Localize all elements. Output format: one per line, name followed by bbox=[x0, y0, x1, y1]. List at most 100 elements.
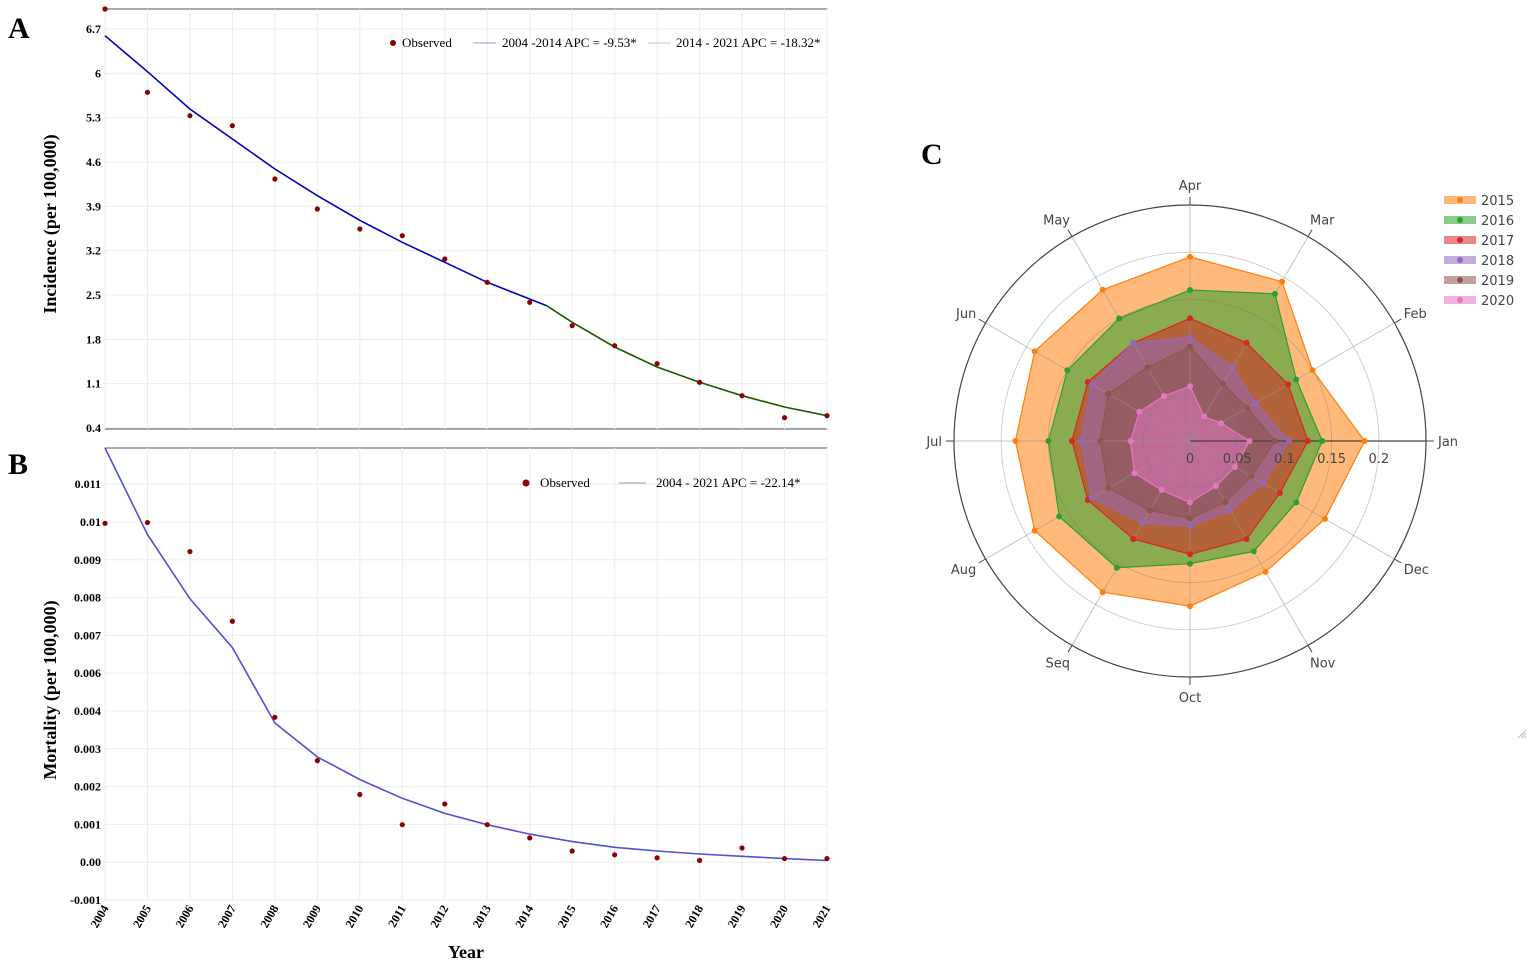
y-tick-label: 3.9 bbox=[86, 199, 101, 213]
observed-point bbox=[442, 256, 448, 262]
radar-point-2017 bbox=[1305, 438, 1311, 444]
radar-point-2018 bbox=[1139, 519, 1146, 526]
panel-label-b: B bbox=[8, 448, 28, 481]
radar-point-2015 bbox=[1279, 278, 1286, 285]
legend-label-2016[interactable]: 2016 bbox=[1481, 214, 1514, 229]
radial-tick-label: 0.15 bbox=[1317, 452, 1346, 467]
radar-point-2015 bbox=[1187, 253, 1193, 260]
plot-frame bbox=[104, 8, 828, 430]
radar-point-2019 bbox=[1248, 473, 1255, 480]
radar-point-2015 bbox=[1321, 515, 1328, 522]
radar-tick bbox=[1307, 229, 1313, 237]
observed-point bbox=[102, 520, 108, 526]
angular-label-feb: Feb bbox=[1404, 307, 1427, 322]
angular-label-seq: Seq bbox=[1045, 657, 1070, 672]
y-tick-label: 0.009 bbox=[74, 553, 101, 567]
observed-point bbox=[314, 206, 320, 212]
radar-point-2020 bbox=[1187, 383, 1193, 390]
observed-point bbox=[696, 379, 703, 385]
trend-line-1 bbox=[104, 35, 547, 307]
radar-point-2015 bbox=[1031, 527, 1038, 534]
x-tick-label: 2014 bbox=[512, 903, 536, 931]
radar-point-2016 bbox=[1116, 315, 1123, 322]
radar-tick bbox=[1394, 558, 1402, 564]
observed-point bbox=[484, 822, 490, 828]
radar-point-2020 bbox=[1127, 438, 1134, 444]
radar-point-2020 bbox=[1201, 413, 1208, 420]
radar-point-2016 bbox=[1187, 560, 1193, 567]
radar-point-2018 bbox=[1088, 381, 1095, 388]
radar-spoke bbox=[1189, 440, 1395, 560]
x-tick-label: 2018 bbox=[682, 903, 706, 931]
radar-point-2017 bbox=[1276, 489, 1283, 496]
y-tick-label: 0.00 bbox=[80, 855, 101, 869]
radar-point-2015 bbox=[1187, 603, 1193, 610]
radar-point-2019 bbox=[1187, 343, 1193, 350]
observed-point bbox=[527, 835, 533, 841]
radar-point-2015 bbox=[1361, 438, 1368, 444]
radar-point-2018 bbox=[1252, 400, 1259, 407]
radar-point-2016 bbox=[1187, 286, 1193, 293]
radial-tick-label: 0.05 bbox=[1223, 452, 1252, 467]
angular-label-dec: Dec bbox=[1404, 563, 1429, 578]
y-tick-label: 0.003 bbox=[74, 742, 101, 756]
legend-label-2018[interactable]: 2018 bbox=[1481, 254, 1514, 269]
monthly-radar-chart: Jan Feb Mar Apr May Jun Jul Aug Seq Oct Nov Dec 0 0.… bbox=[925, 179, 1514, 706]
radar-point-2016 bbox=[1056, 513, 1063, 520]
radar-spoke bbox=[1189, 322, 1395, 442]
x-tick-label: 2005 bbox=[130, 903, 154, 931]
angular-label-nov: Nov bbox=[1310, 657, 1336, 672]
radar-point-2019 bbox=[1146, 507, 1153, 514]
x-tick-label: 2016 bbox=[597, 903, 621, 931]
radar-tick bbox=[1307, 645, 1313, 653]
observed-point bbox=[781, 855, 788, 862]
radar-point-2018 bbox=[1130, 339, 1137, 346]
radar-spoke bbox=[1071, 236, 1191, 442]
observed-point bbox=[527, 299, 533, 305]
y-tick-label: 0.002 bbox=[74, 780, 101, 794]
radar-point-2018 bbox=[1187, 334, 1193, 341]
angular-label-aug: Aug bbox=[951, 563, 976, 578]
observed-point bbox=[144, 519, 151, 526]
radar-point-2018 bbox=[1260, 480, 1267, 487]
observed-point bbox=[229, 618, 236, 624]
incidence-chart: 0.4 1.1 1.8 2.5 3.2 3.9 4.6 5.3 6 6.7 Incidence (… bbox=[40, 6, 830, 435]
observed-point bbox=[824, 413, 830, 419]
radar-point-2015 bbox=[1099, 589, 1106, 596]
legend-label-2017[interactable]: 2017 bbox=[1481, 234, 1514, 249]
radar-point-2020 bbox=[1231, 463, 1238, 470]
x-tick-label: 2015 bbox=[555, 903, 579, 931]
x-axis-label: Year bbox=[448, 942, 484, 962]
y-tick-label: 0.008 bbox=[74, 591, 101, 605]
observed-point bbox=[229, 123, 236, 129]
legend: 2015 2016 2017 2018 2019 2020 bbox=[1444, 194, 1514, 309]
legend-marker-2015 bbox=[1457, 197, 1463, 203]
y-axis-label: Mortality (per 100,000) bbox=[40, 600, 61, 779]
resize-handle-icon bbox=[1517, 729, 1527, 739]
y-tick-label: 3.2 bbox=[86, 244, 101, 258]
radar-point-2017 bbox=[1187, 551, 1193, 558]
legend-label-2019[interactable]: 2019 bbox=[1481, 274, 1514, 289]
radar-point-2020 bbox=[1218, 420, 1225, 427]
radar-spoke bbox=[1189, 236, 1309, 442]
y-tick-label: 0.007 bbox=[74, 628, 101, 642]
radar-point-2015 bbox=[1012, 438, 1019, 444]
trend-line-2 bbox=[546, 305, 828, 417]
legend-marker-2017 bbox=[1457, 237, 1463, 243]
radar-point-2018 bbox=[1187, 522, 1193, 529]
radial-tick-label: 0.1 bbox=[1274, 452, 1295, 467]
angular-label-jan: Jan bbox=[1437, 435, 1458, 450]
y-tick-label: 0.006 bbox=[74, 666, 101, 680]
legend-segment2: 2014 - 2021 APC = -18.32* bbox=[676, 35, 821, 50]
legend-label-2015[interactable]: 2015 bbox=[1481, 194, 1514, 209]
mortality-chart: -0.001 0.00 0.001 0.002 0.003 0.004 0.006 0.007… bbox=[40, 447, 834, 962]
y-tick-label: -0.001 bbox=[70, 893, 101, 907]
angular-label-jul: Jul bbox=[925, 435, 942, 450]
x-tick-label: 2008 bbox=[257, 903, 281, 931]
legend-label-2020[interactable]: 2020 bbox=[1481, 294, 1514, 309]
x-tick-label: 2021 bbox=[809, 903, 833, 931]
y-axis-label: Incidence (per 100,000) bbox=[40, 134, 61, 313]
radar-point-2020 bbox=[1158, 487, 1165, 494]
legend-segment1: 2004 -2014 APC = -9.53* bbox=[502, 35, 637, 50]
observed-point bbox=[144, 89, 151, 95]
